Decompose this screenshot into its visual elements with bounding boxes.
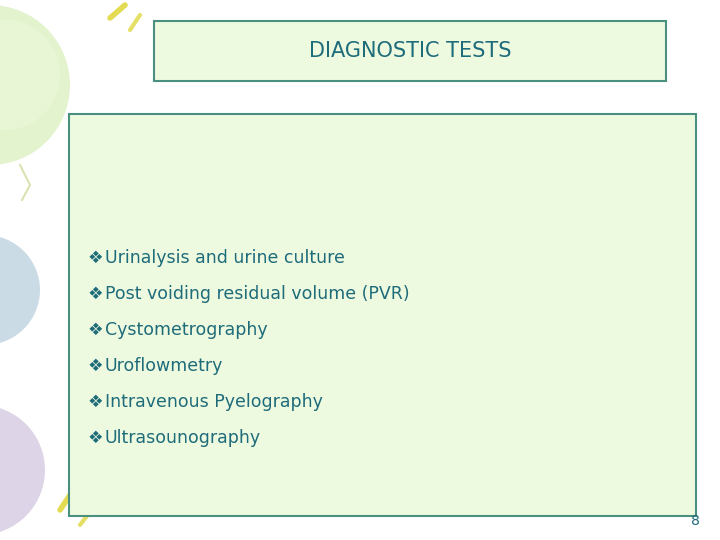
FancyBboxPatch shape xyxy=(154,21,666,81)
Text: Intravenous Pyelography: Intravenous Pyelography xyxy=(105,393,323,411)
Text: ❖: ❖ xyxy=(88,393,104,411)
Text: ❖: ❖ xyxy=(88,249,104,267)
Text: Uroflowmetry: Uroflowmetry xyxy=(105,357,223,375)
Text: ❖: ❖ xyxy=(88,321,104,339)
Text: Post voiding residual volume (PVR): Post voiding residual volume (PVR) xyxy=(105,285,410,303)
Text: Cystometrography: Cystometrography xyxy=(105,321,268,339)
Text: ❖: ❖ xyxy=(88,357,104,375)
Text: ❖: ❖ xyxy=(88,429,104,447)
Circle shape xyxy=(0,5,70,165)
Text: 8: 8 xyxy=(691,514,700,528)
FancyBboxPatch shape xyxy=(69,114,696,516)
Text: ❖: ❖ xyxy=(88,285,104,303)
Circle shape xyxy=(0,20,60,130)
Circle shape xyxy=(0,235,40,345)
Circle shape xyxy=(0,405,45,535)
Text: DIAGNOSTIC TESTS: DIAGNOSTIC TESTS xyxy=(309,41,511,61)
Text: Urinalysis and urine culture: Urinalysis and urine culture xyxy=(105,249,345,267)
Text: Ultrasounography: Ultrasounography xyxy=(105,429,261,447)
